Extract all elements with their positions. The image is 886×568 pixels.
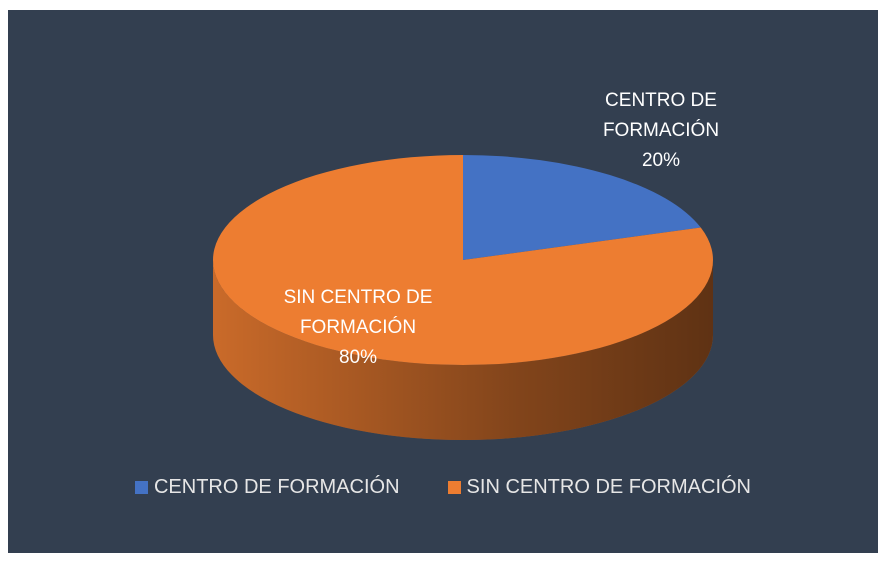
data-label-category: SIN CENTRO DE FORMACIÓN [283,287,433,338]
legend-item: CENTRO DE FORMACIÓN [134,476,400,499]
legend-label: CENTRO DE FORMACIÓN [153,476,400,498]
pie-side-shade [213,260,713,440]
legend-swatch [134,481,148,494]
data-label-value: 20% [641,150,681,171]
legend-label: SIN CENTRO DE FORMACIÓN [466,476,751,498]
chart-area: CENTRO DE FORMACIÓN SIN CENTRO DE FORMACI… [8,10,878,553]
pie-chart [212,155,713,440]
data-label-value: 80% [338,347,378,368]
data-label: SIN CENTRO DE FORMACIÓN 80% [263,283,453,373]
legend: CENTRO DE FORMACIÓN SIN CENTRO DE FORMACI… [8,476,878,499]
legend-swatch [447,481,461,494]
data-label-category: CENTRO DE FORMACIÓN [602,90,720,141]
pie-slice [212,155,713,366]
pie-slice [463,155,701,260]
data-label: CENTRO DE FORMACIÓN 20% [566,86,756,176]
legend-item: SIN CENTRO DE FORMACIÓN [447,476,751,499]
